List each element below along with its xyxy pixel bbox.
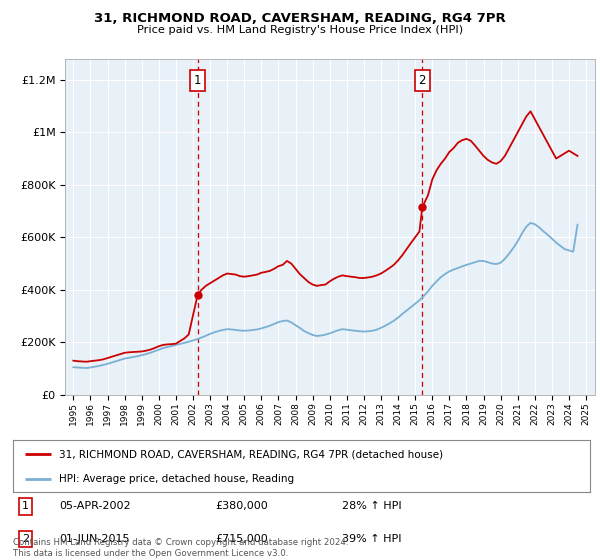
Text: 28% ↑ HPI: 28% ↑ HPI — [342, 501, 401, 511]
Text: 1: 1 — [22, 501, 29, 511]
Text: 01-JUN-2015: 01-JUN-2015 — [59, 534, 130, 544]
Text: 31, RICHMOND ROAD, CAVERSHAM, READING, RG4 7PR: 31, RICHMOND ROAD, CAVERSHAM, READING, R… — [94, 12, 506, 25]
Text: 05-APR-2002: 05-APR-2002 — [59, 501, 131, 511]
Text: £380,000: £380,000 — [215, 501, 268, 511]
Text: 31, RICHMOND ROAD, CAVERSHAM, READING, RG4 7PR (detached house): 31, RICHMOND ROAD, CAVERSHAM, READING, R… — [59, 449, 443, 459]
Text: 2: 2 — [22, 534, 29, 544]
Text: 1: 1 — [194, 74, 202, 87]
Text: 2: 2 — [419, 74, 426, 87]
Text: £715,000: £715,000 — [215, 534, 268, 544]
Text: Price paid vs. HM Land Registry's House Price Index (HPI): Price paid vs. HM Land Registry's House … — [137, 25, 463, 35]
Text: HPI: Average price, detached house, Reading: HPI: Average price, detached house, Read… — [59, 474, 294, 484]
Text: Contains HM Land Registry data © Crown copyright and database right 2024.
This d: Contains HM Land Registry data © Crown c… — [13, 538, 349, 558]
Text: 39% ↑ HPI: 39% ↑ HPI — [342, 534, 401, 544]
